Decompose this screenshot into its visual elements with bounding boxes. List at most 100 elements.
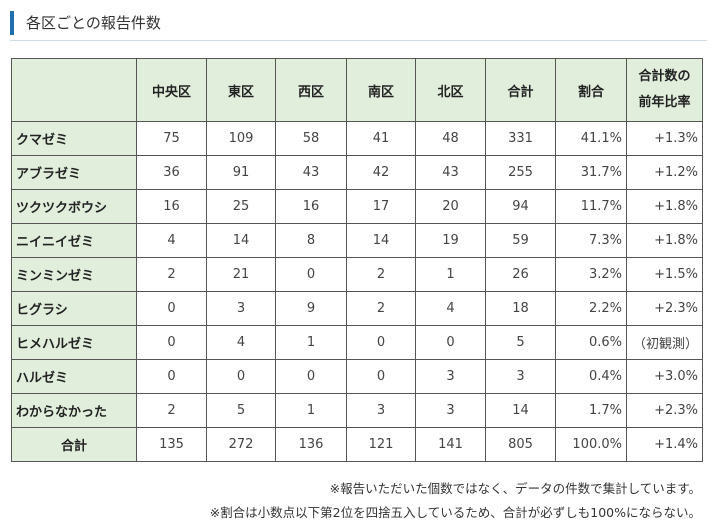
cell-count: 2 [136,393,207,428]
table-row: アブラゼミ 36 91 43 42 43 255 31.7% +1.2% [11,155,703,190]
cell-count: 41 [346,121,416,156]
table-row: ミンミンゼミ 2 21 0 2 1 26 3.2% +1.5% [11,257,703,292]
table-row: クマゼミ 75 109 58 41 48 331 41.1% +1.3% [11,121,703,156]
cell-count: 3 [346,393,416,428]
cell-count: 26 [485,257,556,292]
cell-count: 805 [485,427,556,462]
cell-ratio: 41.1% [555,121,627,156]
cell-count: 141 [415,427,486,462]
cell-count: 109 [206,121,276,156]
cell-count: 4 [136,223,207,258]
cell-count: 3 [485,359,556,394]
table-row: ニイニイゼミ 4 14 8 14 19 59 7.3% +1.8% [11,223,703,258]
table-row: ヒグラシ 0 3 9 2 4 18 2.2% +2.3% [11,291,703,326]
cell-count: 0 [275,257,347,292]
cell-count: 14 [206,223,276,258]
cell-count: 1 [415,257,486,292]
cell-ratio: 31.7% [555,155,627,190]
cell-count: 9 [275,291,347,326]
footnote: ※割合は小数点以下第2位を四捨五入しているため、合計が必ずしも100%にならない… [209,505,701,520]
cell-yoy: +1.8% [626,223,703,258]
cell-count: 0 [206,359,276,394]
column-header: 北区 [415,58,486,122]
cell-count: 2 [346,257,416,292]
column-header-yoy: 合計数の 前年比率 [626,58,703,122]
section-header: 各区ごとの報告件数 [10,8,707,41]
table-row: わからなかった 2 5 1 3 3 14 1.7% +2.3% [11,393,703,428]
cell-count: 3 [415,393,486,428]
cell-count: 14 [485,393,556,428]
cell-count: 14 [346,223,416,258]
cell-count: 8 [275,223,347,258]
cell-count: 91 [206,155,276,190]
cell-count: 0 [136,291,207,326]
cell-count: 1 [275,393,347,428]
column-header: 合計 [485,58,556,122]
cell-yoy: +2.3% [626,393,703,428]
cell-ratio: 3.2% [555,257,627,292]
cell-count: 5 [206,393,276,428]
cell-count: 135 [136,427,207,462]
column-header-line: 前年比率 [638,95,691,110]
cell-yoy: +1.4% [626,427,703,462]
cell-yoy: +2.3% [626,291,703,326]
cell-count: 4 [415,291,486,326]
cell-count: 4 [206,325,276,360]
cell-ratio: 1.7% [555,393,627,428]
row-label: アブラゼミ [11,155,137,190]
row-label: わからなかった [11,393,137,428]
cell-yoy: +3.0% [626,359,703,394]
cell-count: 19 [415,223,486,258]
cell-count: 18 [485,291,556,326]
section-title: 各区ごとの報告件数 [26,14,161,32]
cell-count: 48 [415,121,486,156]
cell-count: 16 [275,189,347,224]
cell-count: 21 [206,257,276,292]
header-corner [11,58,137,122]
cell-count: 121 [346,427,416,462]
cell-yoy: +1.2% [626,155,703,190]
report-table: 中央区 東区 西区 南区 北区 合計 割合 合計数の 前年比率 クマゼミ 75 109… [11,58,703,462]
cell-count: 0 [275,359,347,394]
table-row: ツクツクボウシ 16 25 16 17 20 94 11.7% +1.8% [11,189,703,224]
row-label: ヒメハルゼミ [11,325,137,360]
cell-count: 0 [136,359,207,394]
column-header: 中央区 [136,58,207,122]
cell-count: 1 [275,325,347,360]
cell-count: 75 [136,121,207,156]
cell-ratio: 11.7% [555,189,627,224]
cell-ratio: 7.3% [555,223,627,258]
cell-count: 43 [275,155,347,190]
row-label: ニイニイゼミ [11,223,137,258]
cell-count: 20 [415,189,486,224]
cell-count: 3 [206,291,276,326]
cell-count: 255 [485,155,556,190]
row-label: ミンミンゼミ [11,257,137,292]
cell-count: 17 [346,189,416,224]
cell-ratio: 0.6% [555,325,627,360]
cell-count: 0 [346,325,416,360]
cell-count: 0 [346,359,416,394]
cell-count: 36 [136,155,207,190]
cell-ratio: 100.0% [555,427,627,462]
cell-count: 94 [485,189,556,224]
cell-count: 3 [415,359,486,394]
column-header-line: 合計数の [638,69,691,84]
cell-count: 331 [485,121,556,156]
cell-count: 5 [485,325,556,360]
row-label: ヒグラシ [11,291,137,326]
table-row: ハルゼミ 0 0 0 0 3 3 0.4% +3.0% [11,359,703,394]
cell-count: 272 [206,427,276,462]
cell-count: 16 [136,189,207,224]
row-label: クマゼミ [11,121,137,156]
cell-ratio: 0.4% [555,359,627,394]
row-label: 合計 [11,427,137,462]
column-header: 南区 [346,58,416,122]
cell-yoy: +1.3% [626,121,703,156]
row-label: ツクツクボウシ [11,189,137,224]
cell-count: 0 [136,325,207,360]
table-header-row: 中央区 東区 西区 南区 北区 合計 割合 合計数の 前年比率 [11,58,703,122]
cell-count: 58 [275,121,347,156]
cell-count: 43 [415,155,486,190]
header-accent-bar [10,11,14,35]
